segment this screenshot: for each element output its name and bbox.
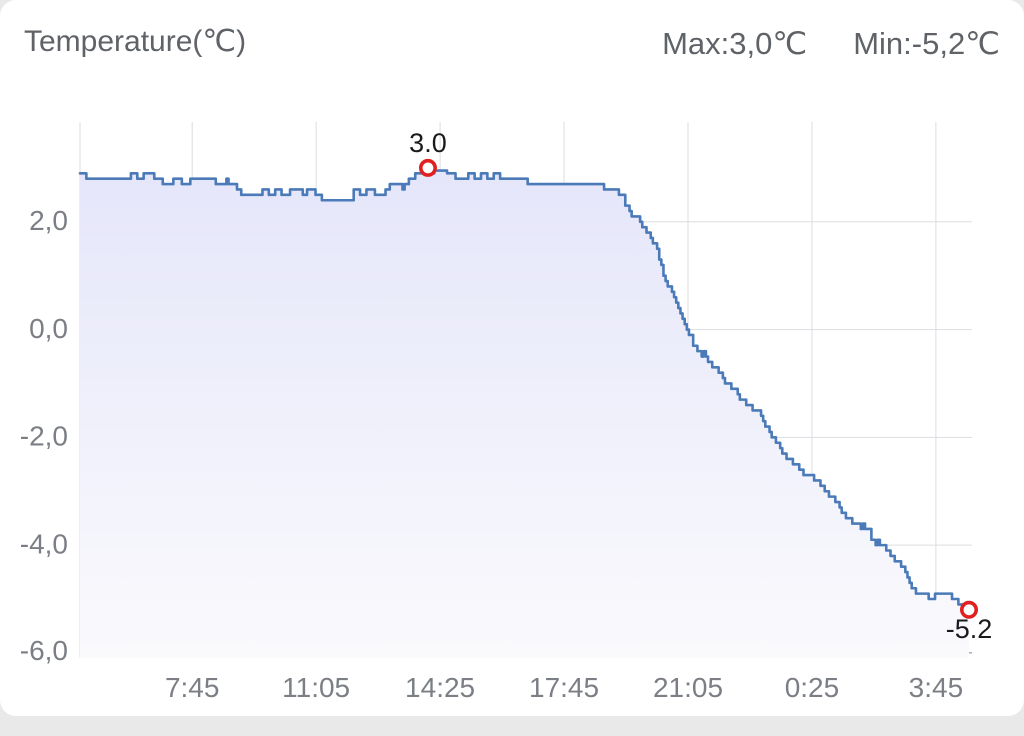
svg-text:17:45: 17:45 <box>529 672 599 703</box>
svg-text:11:05: 11:05 <box>282 672 350 703</box>
svg-text:7:45: 7:45 <box>165 672 220 703</box>
svg-text:0:25: 0:25 <box>785 672 840 703</box>
svg-text:3:45: 3:45 <box>909 672 964 703</box>
svg-text:-6,0: -6,0 <box>20 635 68 666</box>
svg-text:21:05: 21:05 <box>653 672 723 703</box>
svg-text:14:25: 14:25 <box>405 672 475 703</box>
svg-text:-5.2: -5.2 <box>946 614 993 644</box>
svg-text:2,0: 2,0 <box>29 205 68 236</box>
svg-text:-4,0: -4,0 <box>20 528 68 559</box>
svg-text:-2,0: -2,0 <box>20 421 68 452</box>
svg-text:3.0: 3.0 <box>409 128 447 158</box>
svg-text:0,0: 0,0 <box>29 313 68 344</box>
